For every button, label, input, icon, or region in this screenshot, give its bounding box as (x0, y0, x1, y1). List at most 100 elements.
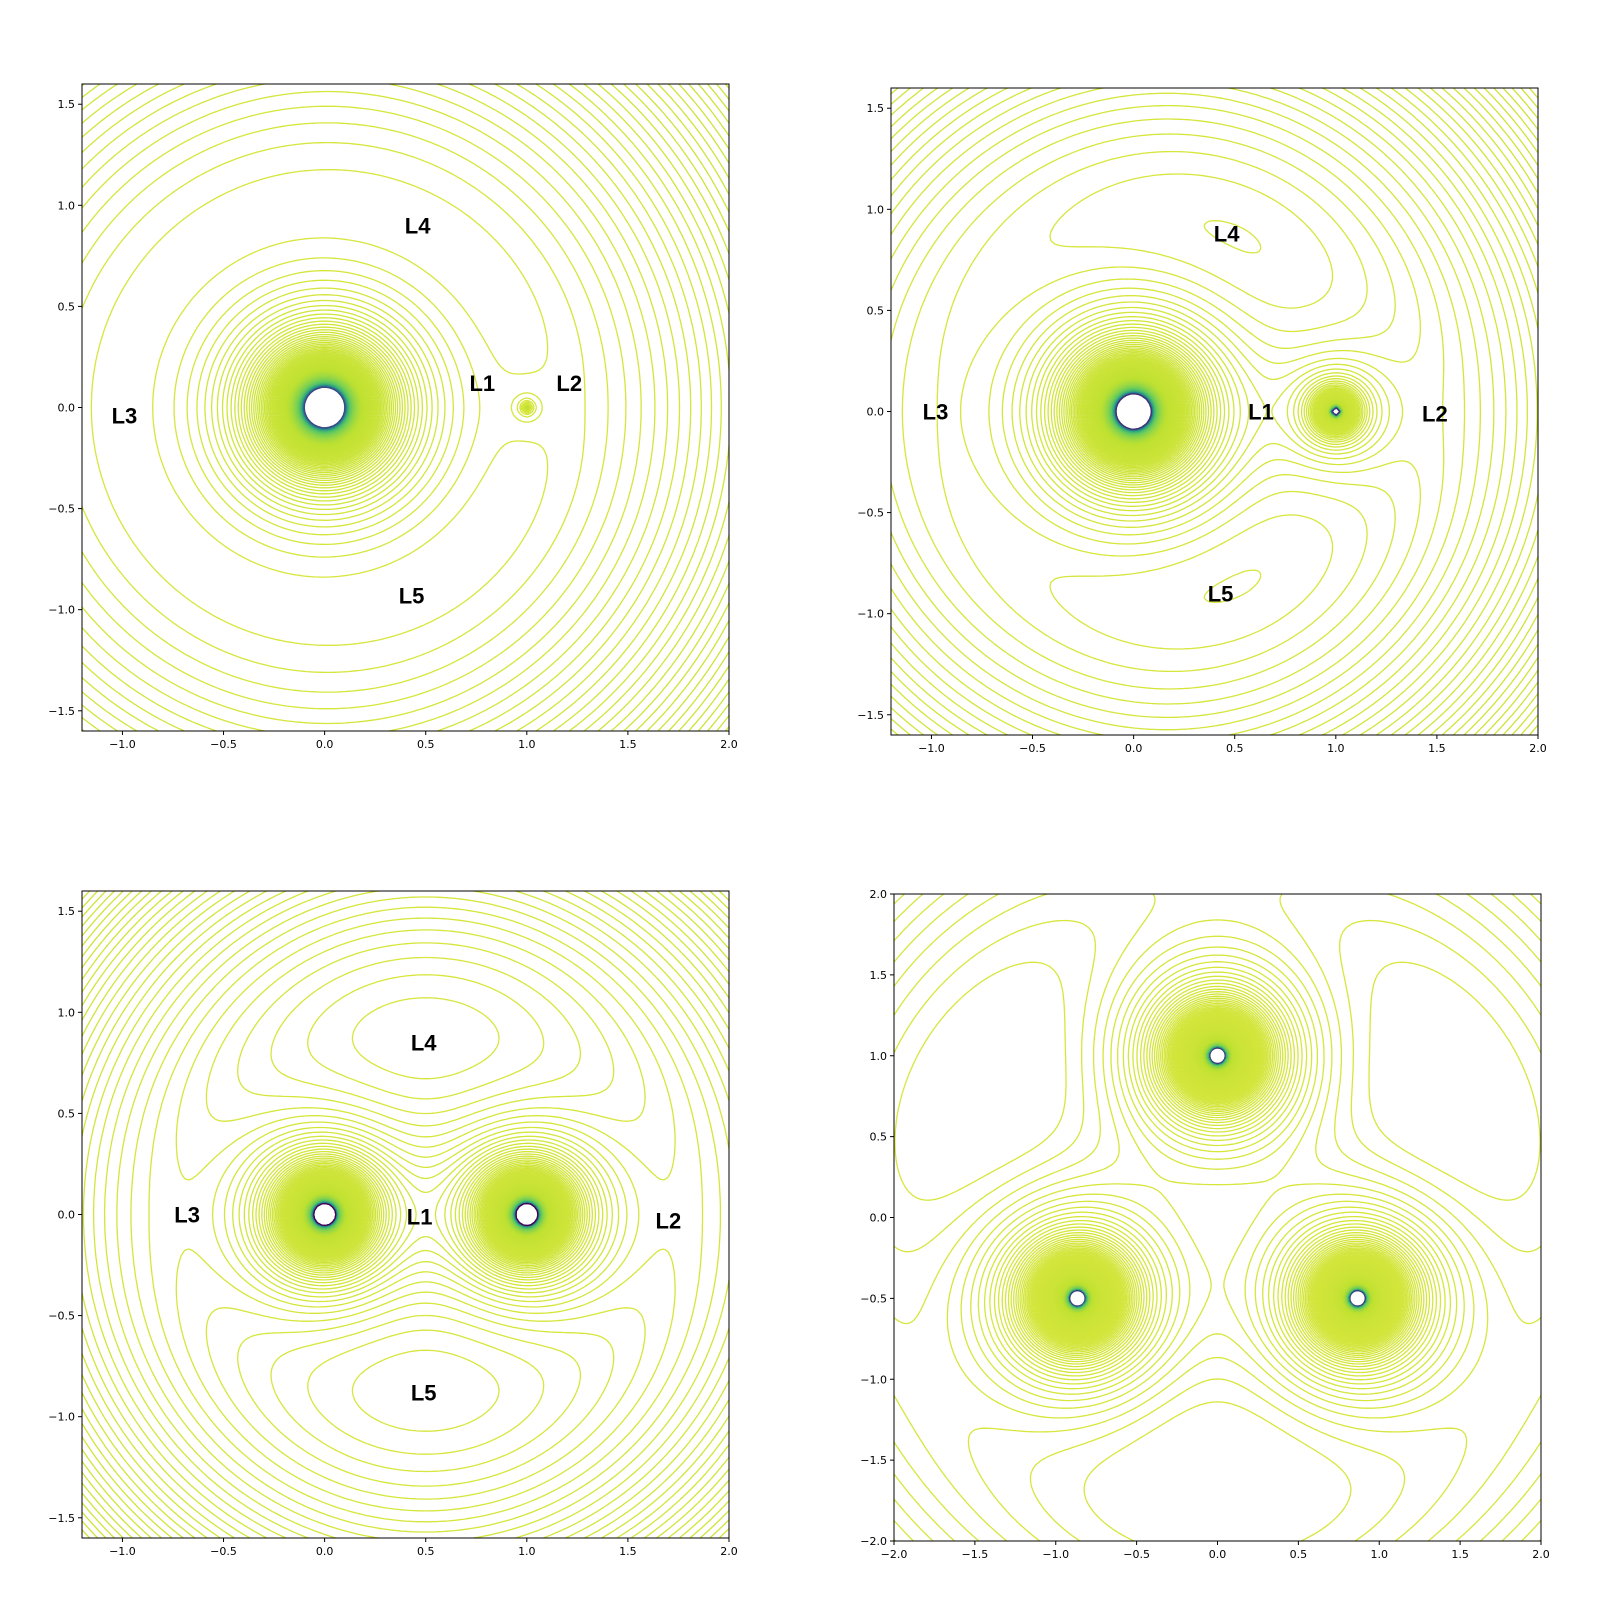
y-tick-label: −1.5 (857, 709, 884, 722)
contour-line (82, 122, 609, 693)
panel: −1.0 −0.5 0.0 0.5 1.0 1.5 2.0 −1.5 −1.0 −0.5 0.0 0.… (857, 87, 1547, 755)
contours (82, 891, 729, 1538)
contour-line (269, 352, 530, 463)
contour-line (1039, 1017, 1396, 1337)
contour-line (891, 88, 1538, 735)
contour-line (82, 891, 729, 1538)
contour-line (891, 88, 1538, 735)
x-tick-label: 1.5 (619, 1545, 637, 1558)
x-tick-label: 2.0 (720, 738, 738, 751)
x-tick-label: 2.0 (1532, 1548, 1550, 1561)
contour-line (82, 891, 729, 1538)
body-hole (317, 400, 332, 415)
contour-line (82, 84, 713, 731)
annotation: L1 (1248, 400, 1274, 425)
contour-line (248, 84, 729, 731)
contour-line (1072, 88, 1538, 735)
contour-line (1027, 1005, 1408, 1349)
contour-line (82, 891, 729, 1538)
y-tick-label: 0.5 (58, 1107, 76, 1120)
x-tick-label: −0.5 (1019, 742, 1046, 755)
contour-line (1017, 995, 1418, 1358)
x-tick-label: 0.0 (316, 738, 334, 751)
y-tick-label: 1.5 (870, 969, 888, 982)
contour-line (1019, 997, 1416, 1357)
contour-line (82, 891, 572, 1538)
body-hole (519, 1207, 534, 1222)
y-tick-label: −1.5 (860, 1454, 887, 1467)
contour-line (894, 894, 1541, 1541)
panel: −1.0 −0.5 0.0 0.5 1.0 1.5 2.0 −1.5 −1.0 −0.5 0.0 0.… (48, 890, 738, 1558)
contour-line (313, 1202, 539, 1227)
x-tick-label: 0.0 (316, 1545, 334, 1558)
x-tick-label: 2.0 (720, 1545, 738, 1558)
contour-line (82, 84, 656, 731)
contour-line (263, 84, 729, 731)
contour-line (891, 88, 1538, 735)
contour-line (891, 88, 1538, 735)
contour-line (936, 150, 1368, 673)
contour-line (82, 84, 729, 731)
contours (891, 88, 1538, 735)
contour-line (279, 361, 529, 454)
contour-line (997, 975, 1438, 1377)
x-tick-label: 1.5 (1451, 1548, 1469, 1561)
contour-line (280, 363, 529, 452)
contour-line (894, 894, 1541, 1541)
y-tick-label: 0.5 (867, 304, 885, 317)
contour-line (90, 169, 549, 646)
contour-line (894, 966, 1541, 1541)
x-tick-label: 1.0 (1371, 1548, 1389, 1561)
contour-line (82, 84, 692, 731)
contour-line (1036, 1014, 1399, 1340)
contour-line (82, 891, 729, 1538)
contour-line (1032, 1010, 1403, 1344)
annotation: L5 (411, 1380, 437, 1405)
annotation: L3 (923, 400, 949, 425)
contour-line (274, 357, 530, 458)
contour-line (82, 84, 669, 731)
contour-line (273, 356, 530, 459)
contour-line (267, 84, 729, 731)
y-tick-label: 0.5 (870, 1131, 888, 1144)
contour-line (82, 891, 729, 1538)
contour-line (303, 386, 346, 429)
contour-line (275, 358, 530, 457)
contour-line (891, 88, 1538, 735)
contour-line (894, 894, 1541, 1541)
x-tick-label: −1.0 (1042, 1548, 1069, 1561)
x-tick-label: 2.0 (1529, 742, 1547, 755)
axes-frame (81, 83, 730, 732)
contour-line (175, 917, 676, 1512)
x-tick-label: 0.0 (1125, 742, 1143, 755)
contour-line (891, 88, 1482, 735)
y-tick-label: −1.0 (48, 1411, 75, 1424)
contour-line (82, 891, 729, 1538)
y-tick-label: −0.5 (48, 1310, 75, 1323)
contour-line (284, 1174, 568, 1255)
x-tick-label: 0.5 (417, 738, 435, 751)
panel: −1.0 −0.5 0.0 0.5 1.0 1.5 2.0 −1.5 −1.0 −0.5 0.0 0.… (48, 83, 738, 751)
x-tick-label: 1.0 (1327, 742, 1345, 755)
contour-line (894, 894, 1541, 1541)
contour-line (891, 104, 1445, 719)
y-tick-label: −1.0 (860, 1373, 887, 1386)
contour-line (82, 891, 729, 1538)
contour-line (287, 1177, 564, 1252)
body-hole (1350, 1291, 1365, 1306)
annotation: L5 (399, 584, 425, 609)
contour-line (257, 84, 729, 731)
contour-line (253, 84, 729, 731)
contour-line (891, 88, 1507, 735)
body-hole (317, 1207, 332, 1222)
annotation: L2 (556, 371, 582, 396)
x-tick-label: 1.0 (518, 738, 536, 751)
contour-line (1013, 991, 1422, 1363)
contour-line (1026, 1004, 1409, 1350)
contour-line (1004, 982, 1431, 1371)
x-tick-label: −0.5 (1123, 1548, 1150, 1561)
contour-line (1076, 88, 1538, 735)
contour-line (82, 891, 571, 1538)
contour-line (351, 997, 500, 1432)
